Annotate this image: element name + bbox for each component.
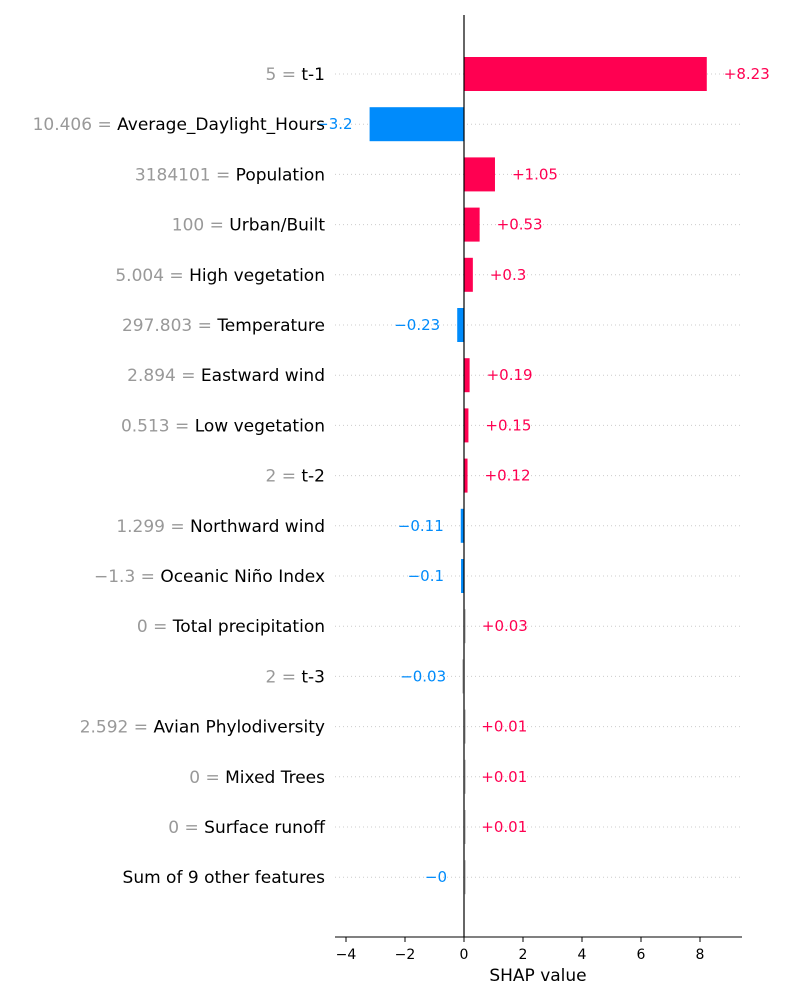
x-tick-label: −2 [395, 947, 416, 963]
feature-value: 0.513 = [121, 416, 195, 436]
row-grid-lines [335, 73, 742, 878]
feature-name: t-1 [301, 65, 325, 85]
bar [464, 207, 480, 242]
bar-value-label: −0.03 [400, 667, 446, 685]
feature-labels: 5 = t-1 10.406 = Average_Daylight_Hours 31… [33, 65, 327, 888]
feature-label: −1.3 = Oceanic Niño Index [94, 567, 325, 587]
bar [464, 257, 473, 292]
bar [460, 508, 464, 543]
feature-name: t-3 [301, 667, 325, 687]
bar-value-label: +8.23 [724, 65, 770, 83]
x-axis-title: SHAP value [489, 966, 586, 986]
feature-label: 2.592 = Avian Phylodiversity [80, 718, 325, 738]
feature-label: 3184101 = Population [135, 165, 325, 185]
x-tick-label: 4 [578, 947, 587, 963]
bar-value-label: −3.2 [316, 115, 352, 133]
feature-name: Urban/Built [229, 216, 325, 236]
feature-name: Eastward wind [201, 366, 325, 386]
bar [464, 709, 466, 744]
feature-name: Temperature [216, 316, 325, 336]
bar [464, 57, 707, 91]
bar-value-label: +0.01 [481, 718, 527, 736]
feature-name: High vegetation [189, 266, 325, 286]
feature-label: 0 = Surface runoff [168, 818, 326, 838]
bar [457, 308, 464, 342]
x-tick-label: 2 [519, 947, 528, 963]
feature-name: Oceanic Niño Index [160, 567, 325, 587]
x-tick-label: 8 [696, 947, 705, 963]
feature-label: 297.803 = Temperature [122, 316, 325, 336]
feature-label: 100 = Urban/Built [172, 216, 326, 236]
feature-label: 0 = Total precipitation [137, 617, 325, 637]
feature-name: Avian Phylodiversity [153, 718, 325, 738]
feature-label: 5.004 = High vegetation [115, 266, 325, 286]
feature-name: Surface runoff [204, 818, 326, 838]
feature-label: 2.894 = Eastward wind [127, 366, 325, 386]
feature-label: 0.513 = Low vegetation [121, 416, 325, 436]
feature-label: 2 = t-2 [266, 467, 326, 487]
bar [464, 358, 470, 393]
bar-value-label: +0.3 [490, 266, 526, 284]
bar-value-label: +1.05 [512, 165, 558, 183]
x-tick-label: −4 [336, 947, 357, 963]
feature-label: 2 = t-3 [266, 667, 326, 687]
feature-value: 0 = [137, 617, 173, 637]
x-tick-label: 6 [637, 947, 646, 963]
feature-name: Sum of 9 other features [123, 868, 326, 888]
feature-value: 5 = [266, 65, 302, 85]
feature-value: 2.592 = [80, 718, 154, 738]
feature-name: t-2 [301, 467, 325, 487]
bar [462, 659, 464, 694]
feature-label: 1.299 = Northward wind [116, 517, 325, 537]
feature-name: Mixed Trees [225, 768, 325, 788]
feature-value: −1.3 = [94, 567, 160, 587]
feature-label: 0 = Mixed Trees [189, 768, 325, 788]
feature-value: 100 = [172, 216, 230, 236]
feature-value: 2 = [266, 467, 302, 487]
feature-label: 10.406 = Average_Daylight_Hours [33, 115, 326, 135]
bar-value-label: −0.11 [398, 517, 444, 535]
bar-value-label: +0.19 [487, 366, 533, 384]
bar-value-label: +0.01 [481, 768, 527, 786]
bar [461, 559, 464, 593]
bar [464, 408, 469, 443]
feature-name: Total precipitation [172, 617, 325, 637]
bar-value-labels: +8.23 −3.2 +1.05 +0.53 +0.3 −0.23 +0.19 +0.15 +0… [316, 65, 770, 886]
feature-value: 5.004 = [115, 266, 189, 286]
feature-value: 2 = [266, 667, 302, 687]
feature-name: Population [236, 165, 325, 185]
bar-value-label: +0.12 [485, 467, 531, 485]
bar-value-label: −0.23 [394, 316, 440, 334]
feature-name: Northward wind [190, 517, 325, 537]
feature-value: 297.803 = [122, 316, 217, 336]
x-axis: −4 −2 0 2 4 6 8 [335, 936, 742, 963]
bar [464, 157, 495, 192]
bar [464, 810, 466, 844]
bar-value-label: +0.01 [481, 818, 527, 836]
feature-name: Average_Daylight_Hours [117, 115, 325, 135]
bar-value-label: +0.03 [482, 617, 528, 635]
feature-value: 3184101 = [135, 165, 236, 185]
feature-label: Sum of 9 other features [123, 868, 326, 888]
feature-name: Low vegetation [195, 416, 325, 436]
feature-label: 5 = t-1 [266, 65, 326, 85]
bar [464, 759, 466, 794]
bar [369, 107, 464, 142]
bar-value-label: +0.15 [485, 416, 531, 434]
feature-value: 10.406 = [33, 115, 118, 135]
feature-value: 2.894 = [127, 366, 201, 386]
feature-value: 0 = [168, 818, 204, 838]
bar [464, 458, 468, 493]
feature-value: 0 = [189, 768, 225, 788]
bar-value-label: +0.53 [497, 216, 543, 234]
x-tick-label: 0 [460, 947, 469, 963]
bars [369, 57, 707, 895]
bar-value-label: −0 [425, 868, 447, 886]
bar [464, 609, 466, 644]
bar-value-label: −0.1 [408, 567, 444, 585]
bar [464, 860, 466, 895]
feature-value: 1.299 = [116, 517, 190, 537]
